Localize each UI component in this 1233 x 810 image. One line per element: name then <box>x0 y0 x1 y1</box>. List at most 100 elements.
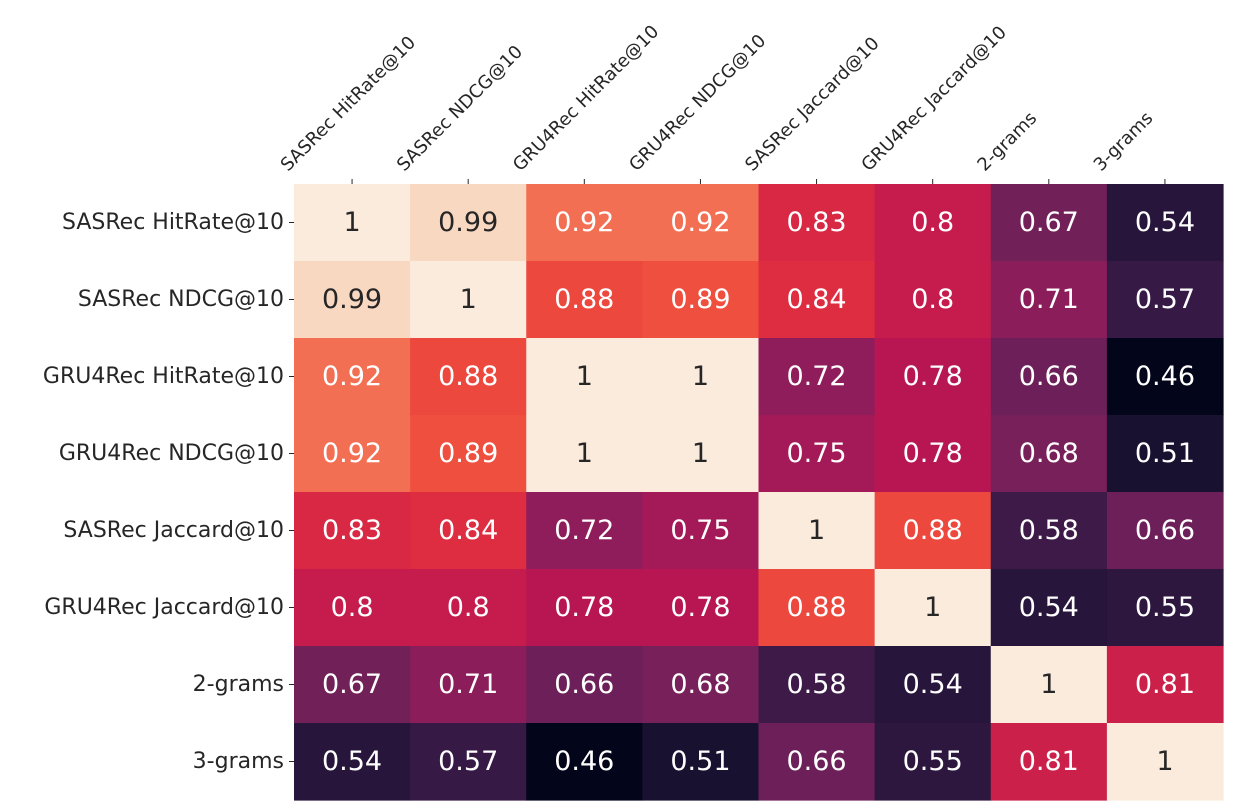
cell-value-label: 0.72 <box>554 515 614 546</box>
cell-value-label: 0.54 <box>322 746 382 777</box>
cell-value-label: 0.88 <box>438 361 498 392</box>
cell-value-label: 0.84 <box>438 515 498 546</box>
heatmap-cell-r2-c7 <box>1106 338 1224 416</box>
heatmap-cell-r4-c5 <box>874 492 992 570</box>
cell-value-label: 0.92 <box>670 207 730 238</box>
cell-value-label: 0.51 <box>670 746 730 777</box>
heatmap-cell-r3-c4 <box>758 415 876 493</box>
heatmap-cell-r0-c5 <box>874 184 992 262</box>
heatmap-cell-r1-c0 <box>294 261 411 339</box>
heatmap-cell-r3-c1 <box>410 415 527 493</box>
cell-value-label: 0.78 <box>554 592 614 623</box>
cell-value-label: 0.92 <box>322 438 382 469</box>
heatmap-cell-r1-c7 <box>1106 261 1224 339</box>
heatmap-cell-r2-c2 <box>526 338 643 416</box>
heatmap-cell-r4-c6 <box>990 492 1108 570</box>
heatmap-cell-r2-c5 <box>874 338 992 416</box>
heatmap-cell-r6-c7 <box>1106 646 1224 724</box>
heatmap-cell-r0-c4 <box>758 184 876 262</box>
cell-value-label: 0.81 <box>1019 746 1079 777</box>
cell-value-label: 0.88 <box>903 515 963 546</box>
cell-value-label: 0.92 <box>554 207 614 238</box>
row-tick-label: 2-grams <box>193 672 284 697</box>
heatmap-cell-r1-c6 <box>990 261 1108 339</box>
heatmap-cell-r4-c0 <box>294 492 411 570</box>
cell-value-label: 0.67 <box>322 669 382 700</box>
row-tick-label: 3-grams <box>193 749 284 774</box>
cell-value-label: 1 <box>1156 746 1173 777</box>
heatmap-cell-r1-c1 <box>410 261 527 339</box>
heatmap-cell-r7-c1 <box>410 723 527 801</box>
cell-value-label: 0.68 <box>1019 438 1079 469</box>
cell-value-label: 1 <box>576 361 593 392</box>
cell-value-label: 0.84 <box>786 284 846 315</box>
cell-value-label: 0.75 <box>670 515 730 546</box>
cell-value-label: 0.78 <box>903 361 963 392</box>
cell-value-label: 0.46 <box>1135 361 1195 392</box>
heatmap-cell-r6-c3 <box>642 646 760 724</box>
heatmap-cell-r6-c5 <box>874 646 992 724</box>
cell-value-label: 0.58 <box>786 669 846 700</box>
cell-value-label: 1 <box>460 284 477 315</box>
column-tick-label: SASRec NDCG@10 <box>393 41 527 175</box>
heatmap-cell-r3-c0 <box>294 415 411 493</box>
heatmap-cell-r4-c4 <box>758 492 876 570</box>
heatmap-cell-r3-c5 <box>874 415 992 493</box>
row-tick-label: SASRec NDCG@10 <box>78 287 284 312</box>
heatmap-cell-r1-c3 <box>642 261 760 339</box>
cell-value-label: 0.55 <box>903 746 963 777</box>
row-tick-label: SASRec HitRate@10 <box>62 210 284 235</box>
heatmap-cell-r1-c5 <box>874 261 992 339</box>
heatmap-cell-r2-c1 <box>410 338 527 416</box>
cell-value-label: 0.99 <box>438 207 498 238</box>
heatmap-cell-r4-c1 <box>410 492 527 570</box>
heatmap-cell-r7-c7 <box>1106 723 1224 801</box>
cell-value-label: 0.92 <box>322 361 382 392</box>
cell-value-label: 0.46 <box>554 746 614 777</box>
row-tick-label: SASRec Jaccard@10 <box>63 518 284 543</box>
heatmap-cell-r5-c0 <box>294 569 411 647</box>
cell-value-label: 0.54 <box>903 669 963 700</box>
cell-value-label: 0.51 <box>1135 438 1195 469</box>
heatmap-cell-r5-c3 <box>642 569 760 647</box>
heatmap-cell-r5-c6 <box>990 569 1108 647</box>
heatmap-cell-r5-c1 <box>410 569 527 647</box>
cell-value-label: 0.66 <box>1019 361 1079 392</box>
heatmap-cell-r4-c2 <box>526 492 643 570</box>
heatmap-cell-r5-c5 <box>874 569 992 647</box>
heatmap-cell-r5-c7 <box>1106 569 1224 647</box>
heatmap-cell-r7-c2 <box>526 723 643 801</box>
heatmap-cell-r2-c6 <box>990 338 1108 416</box>
column-tick-label: 3-grams <box>1090 108 1158 176</box>
cell-value-label: 0.67 <box>1019 207 1079 238</box>
cell-value-label: 0.89 <box>438 438 498 469</box>
heatmap-cell-r0-c3 <box>642 184 760 262</box>
cell-value-label: 0.54 <box>1019 592 1079 623</box>
cell-value-label: 1 <box>1040 669 1057 700</box>
heatmap-cell-r1-c2 <box>526 261 643 339</box>
cell-value-label: 0.71 <box>438 669 498 700</box>
cell-value-label: 0.88 <box>786 592 846 623</box>
cell-value-label: 1 <box>692 361 709 392</box>
cell-value-label: 0.55 <box>1135 592 1195 623</box>
cell-value-label: 0.81 <box>1135 669 1195 700</box>
cell-value-label: 0.58 <box>1019 515 1079 546</box>
heatmap-cell-r6-c1 <box>410 646 527 724</box>
cell-value-label: 0.66 <box>1135 515 1195 546</box>
cell-value-label: 0.8 <box>331 592 374 623</box>
heatmap-cell-r0-c1 <box>410 184 527 262</box>
heatmap-cell-r2-c0 <box>294 338 411 416</box>
row-tick-label: GRU4Rec HitRate@10 <box>43 364 284 389</box>
cell-value-label: 0.78 <box>903 438 963 469</box>
heatmap-cell-r6-c6 <box>990 646 1108 724</box>
heatmap-cell-r7-c0 <box>294 723 411 801</box>
heatmap-cells <box>294 184 1224 801</box>
heatmap-cell-r3-c3 <box>642 415 760 493</box>
cell-value-label: 0.78 <box>670 592 730 623</box>
heatmap-cell-r6-c0 <box>294 646 411 724</box>
column-tick-label: SASRec Jaccard@10 <box>741 33 883 175</box>
cell-value-label: 0.72 <box>786 361 846 392</box>
heatmap-cell-r0-c0 <box>294 184 411 262</box>
